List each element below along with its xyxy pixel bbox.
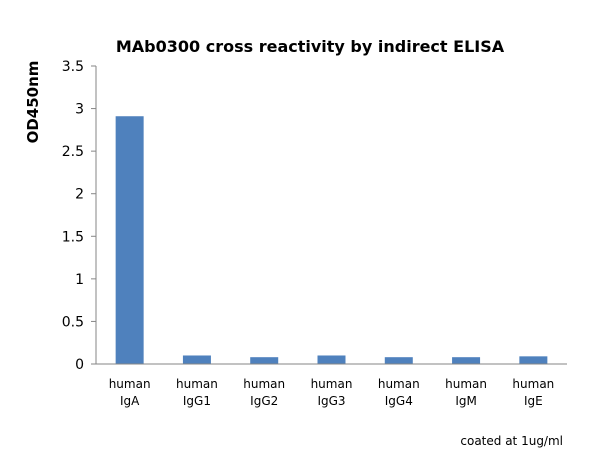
bar [519, 356, 548, 364]
bar [182, 355, 211, 364]
x-tick-label: human IgG2 [243, 377, 285, 408]
x-tick-label-line: human [512, 377, 554, 391]
x-tick-label: human IgE [512, 377, 554, 408]
y-axis-label: OD450nm [24, 61, 42, 144]
x-tick-label-line: human [445, 377, 487, 391]
y-axis-ticks: 0 0.5 1 1.5 2 2.5 3 3.5 [62, 59, 96, 373]
x-tick-label-line: IgG4 [385, 394, 413, 408]
x-tick-label-line: IgA [120, 394, 140, 408]
bar [384, 357, 413, 364]
x-tick-label-line: IgE [524, 394, 543, 408]
x-tick-label: human IgA [109, 377, 151, 408]
x-tick-label-line: human [311, 377, 353, 391]
y-tick-label: 2 [75, 187, 84, 203]
coating-note: coated at 1ug/ml [460, 434, 563, 448]
x-tick-label: human IgG1 [176, 377, 218, 408]
chart-title: MAb0300 cross reactivity by indirect ELI… [116, 37, 505, 56]
x-tick-label-line: IgG3 [317, 394, 345, 408]
bars [115, 116, 548, 364]
x-tick-label-line: human [378, 377, 420, 391]
y-tick-label: 0 [75, 357, 84, 373]
x-tick-label-line: IgM [455, 394, 477, 408]
y-tick-label: 1 [75, 272, 84, 288]
y-tick-label: 1.5 [62, 229, 84, 245]
x-tick-label-line: human [109, 377, 151, 391]
y-tick-label: 3 [75, 102, 84, 118]
x-tick-label-line: human [243, 377, 285, 391]
bar [115, 116, 144, 364]
x-tick-label: human IgG4 [378, 377, 420, 408]
y-tick-label: 2.5 [62, 144, 84, 160]
bar [317, 355, 346, 364]
x-tick-label: human IgM [445, 377, 487, 408]
x-tick-label: human IgG3 [311, 377, 353, 408]
x-tick-label-line: IgG1 [183, 394, 211, 408]
bar [452, 357, 481, 364]
bar [250, 357, 279, 364]
y-tick-label: 0.5 [62, 314, 84, 330]
x-tick-label-line: human [176, 377, 218, 391]
x-tick-label-line: IgG2 [250, 394, 278, 408]
y-tick-label: 3.5 [62, 59, 84, 75]
